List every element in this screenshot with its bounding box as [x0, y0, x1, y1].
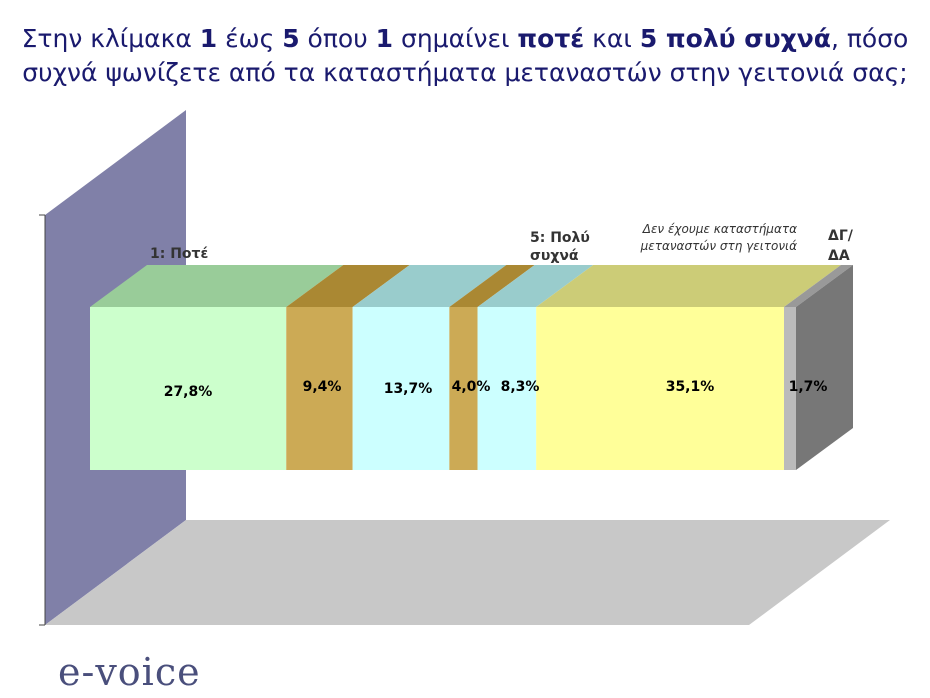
bar-segment-5 — [477, 307, 537, 470]
bar-segment-4 — [449, 307, 478, 470]
value-label: 27,8% — [164, 384, 213, 400]
chart-title: Στην κλίμακα 1 έως 5 όπου 1 σημαίνει ποτ… — [0, 22, 930, 90]
title-part: ποτέ — [517, 24, 585, 53]
title-part: και — [584, 24, 640, 53]
value-label: 1,7% — [789, 379, 828, 395]
value-label: 4,0% — [452, 379, 491, 395]
bar-segments — [90, 265, 853, 470]
title-part: Στην κλίμακα — [21, 24, 200, 53]
title-part: έως — [217, 24, 283, 53]
bar-top-face-2 — [286, 265, 410, 307]
category-labels: 1: Ποτέ 5: Πολύ συχνά Δεν έχουμε καταστήματ… — [150, 222, 854, 264]
bar-top-face-6 — [536, 265, 841, 307]
category-label: Δεν έχουμε καταστήματα μεταναστών στη γει… — [640, 222, 797, 253]
category-label: ΔΓ/ΔΑ — [828, 228, 854, 264]
title-part: , πόσο συχνά ψωνίζετε από τα καταστήματα… — [22, 24, 909, 87]
bar-top-face-5 — [477, 265, 594, 307]
category-label: 1: Ποτέ — [150, 246, 208, 262]
bar-top-face-4 — [449, 265, 535, 307]
title-part: 1 — [375, 24, 394, 53]
value-label: 35,1% — [666, 379, 715, 395]
title-part: όπου — [299, 24, 376, 53]
bar-segment-3 — [352, 307, 450, 470]
title-part: σημαίνει — [393, 24, 518, 53]
value-label: 13,7% — [384, 381, 433, 397]
chart-floor — [45, 520, 890, 625]
title-part: 5 πολύ συχνά — [639, 24, 831, 53]
value-labels: 27,8% 9,4% 13,7% 4,0% 8,3% 35,1% 1,7% — [164, 379, 828, 400]
title-part: 5 — [282, 24, 300, 53]
e-voice-logo: e-voice — [58, 650, 201, 694]
bar-top-face-3 — [352, 265, 507, 307]
category-label: 5: Πολύ συχνά — [530, 230, 590, 264]
value-label: 9,4% — [303, 379, 342, 395]
bar-top-face-7 — [783, 265, 853, 307]
bar-segment-1 — [90, 307, 287, 470]
value-label: 8,3% — [501, 379, 540, 395]
title-part: 1 — [199, 24, 218, 53]
bar-segment-7 — [783, 307, 796, 470]
bar-segment-6 — [536, 307, 784, 470]
bar-end-face — [796, 265, 853, 470]
bar-segment-2 — [286, 307, 353, 470]
bar-top-face-1 — [90, 265, 344, 307]
